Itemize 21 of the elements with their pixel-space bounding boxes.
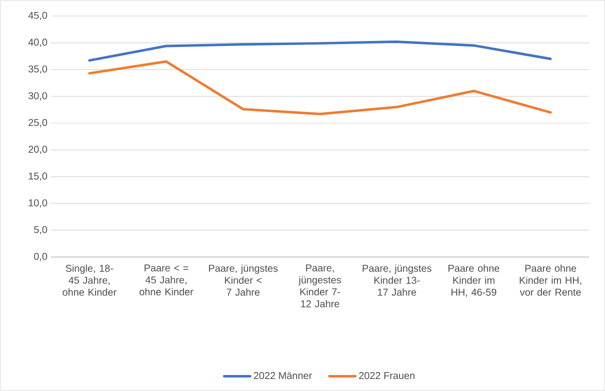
y-tick-label: 15,0 [28, 172, 48, 181]
y-tick-label: 5,0 [34, 226, 48, 234]
y-tick-label: 20,0 [28, 146, 48, 154]
x-tick-label: Paare, jüngstes Kinder 13-17 Jahre [362, 264, 432, 296]
legend-label: 2022 Männer [254, 372, 312, 380]
x-tick-label: Paare ohne Kinder im HH, vor der Rente [520, 264, 582, 296]
x-tick-label: Paare ohne Kinder im HH, 46-59 [448, 264, 500, 297]
y-tick-label: 10,0 [28, 199, 48, 208]
line-series [88, 40, 552, 62]
y-tick-label: 35,0 [28, 65, 48, 74]
y-tick-label: 40,0 [28, 38, 48, 47]
x-tick-label: Paare < = 45 Jahre, ohne Kinder [140, 264, 194, 296]
y-tick-label: 30,0 [28, 92, 48, 100]
y-tick-label: 0,0 [34, 252, 48, 262]
y-tick-label: 25,0 [28, 119, 48, 128]
y-tick-label: 45,0 [28, 12, 48, 20]
x-tick-label: Paare, jüngstes Kinder < 7 Jahre [209, 264, 278, 296]
legend-label: 2022 Frauen [359, 372, 414, 380]
x-tick-label: Paare, jüngestes Kinder 7-12 Jahre [298, 264, 341, 308]
line-series [88, 60, 552, 116]
x-tick-label: Single, 18-45 Jahre, ohne Kinder [62, 264, 116, 296]
